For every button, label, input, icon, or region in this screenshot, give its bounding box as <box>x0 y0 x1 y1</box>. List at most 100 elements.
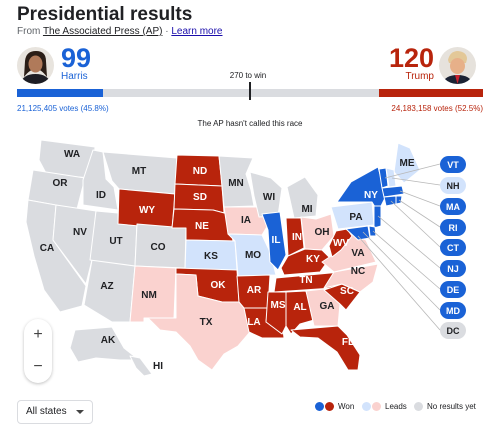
lead-dem-swatch <box>362 402 371 411</box>
label-ID: ID <box>96 190 106 201</box>
source-separator: · <box>165 26 169 37</box>
won-dem-swatch <box>315 402 324 411</box>
state-TX[interactable] <box>147 273 251 371</box>
state-FL[interactable] <box>290 325 361 371</box>
label-IN: IN <box>292 232 302 243</box>
label-KY: KY <box>306 254 320 265</box>
legend-leads: Leads <box>362 402 407 411</box>
label-WI: WI <box>263 192 275 203</box>
label-HI: HI <box>153 361 163 372</box>
label-MS: MS <box>271 300 286 311</box>
trump-popular-votes: 24,183,158 votes (52.5%) <box>391 104 483 113</box>
win-threshold-marker <box>249 82 251 100</box>
harris-name: Harris <box>61 71 88 82</box>
label-CA: CA <box>40 243 54 254</box>
state-MS[interactable] <box>265 291 287 335</box>
label-AK: AK <box>101 335 116 346</box>
state-MD[interactable] <box>345 225 371 241</box>
pill-DC[interactable]: DC <box>440 322 466 339</box>
state-GA[interactable] <box>305 288 341 327</box>
zoom-in-button[interactable]: + <box>33 326 43 343</box>
label-NE: NE <box>195 221 209 232</box>
label-OR: OR <box>53 178 69 189</box>
chevron-down-icon <box>76 410 84 414</box>
label-NY: NY <box>364 190 378 201</box>
label-WA: WA <box>64 149 80 160</box>
state-IA[interactable] <box>223 206 269 236</box>
page-title: Presidential results <box>17 4 193 25</box>
label-NC: NC <box>351 266 365 277</box>
state-IN[interactable] <box>285 217 305 257</box>
label-IA: IA <box>241 215 251 226</box>
state-MN[interactable] <box>218 155 255 208</box>
source-link[interactable]: The Associated Press (AP) <box>42 26 163 37</box>
label-MT: MT <box>132 166 146 177</box>
state-ME[interactable] <box>393 142 421 184</box>
label-AZ: AZ <box>100 281 113 292</box>
state-MO[interactable] <box>227 233 277 277</box>
label-LA: LA <box>247 317 260 328</box>
source-line: From The Associated Press (AP) · Learn m… <box>17 26 223 37</box>
label-KS: KS <box>204 251 218 262</box>
label-NV: NV <box>73 227 87 238</box>
trump-name: Trump <box>405 71 434 82</box>
legend-won: Won <box>315 402 354 411</box>
label-AL: AL <box>293 302 306 313</box>
harris-avatar <box>17 47 54 84</box>
state-labels: WA OR CA ID NV AZ UT MT WY CO NM ND SD N… <box>40 149 415 372</box>
state-NV[interactable] <box>52 204 97 285</box>
state-WV[interactable] <box>328 228 353 258</box>
trump-electoral-votes: 120 <box>388 43 434 73</box>
state-MA[interactable] <box>381 185 405 198</box>
zoom-controls: + − <box>24 319 52 383</box>
label-NM: NM <box>141 290 157 301</box>
label-TX: TX <box>200 317 213 328</box>
label-MO: MO <box>245 250 261 261</box>
state-MI[interactable] <box>286 176 319 219</box>
pill-RI[interactable]: RI <box>440 219 466 236</box>
state-IL[interactable] <box>261 211 287 271</box>
state-NH[interactable] <box>385 167 397 188</box>
harris-popular-votes: 21,125,405 votes (45.8%) <box>17 104 109 113</box>
label-WV: WV <box>333 238 349 249</box>
source-prefix: From <box>17 26 41 37</box>
label-MN: MN <box>228 178 244 189</box>
no-results-swatch <box>414 402 423 411</box>
pill-CT[interactable]: CT <box>440 239 466 256</box>
region-select[interactable]: All states <box>17 400 93 424</box>
label-ND: ND <box>193 166 207 177</box>
lead-rep-swatch <box>372 402 381 411</box>
state-AK[interactable] <box>69 326 140 363</box>
label-VA: VA <box>351 248 364 259</box>
harris-electoral-votes: 99 <box>61 43 92 73</box>
to-win-label: 270 to win <box>229 71 267 80</box>
label-WY: WY <box>139 205 155 216</box>
state-ID[interactable] <box>82 149 119 211</box>
harris-progress-bar <box>17 89 103 97</box>
label-FL: FL <box>342 337 354 348</box>
small-state-connectors <box>357 163 441 331</box>
state-NJ[interactable] <box>373 205 382 229</box>
label-PA: PA <box>349 212 362 223</box>
pill-NH[interactable]: NH <box>440 177 466 194</box>
label-ME: ME <box>400 158 415 169</box>
pill-DE[interactable]: DE <box>440 281 466 298</box>
label-GA: GA <box>320 301 335 312</box>
region-select-value: All states <box>26 406 67 417</box>
label-SC: SC <box>340 286 354 297</box>
learn-more-link[interactable]: Learn more <box>171 26 223 37</box>
label-AR: AR <box>247 285 262 296</box>
state-NC[interactable] <box>323 263 379 293</box>
pill-NJ[interactable]: NJ <box>440 260 466 277</box>
zoom-out-button[interactable]: − <box>33 358 43 375</box>
state-DE[interactable] <box>368 225 377 237</box>
state-VT[interactable] <box>378 167 389 189</box>
label-OH: OH <box>315 227 330 238</box>
state-HI[interactable] <box>129 355 153 377</box>
label-CO: CO <box>151 242 166 253</box>
pill-MA[interactable]: MA <box>440 198 466 215</box>
race-status: The AP hasn't called this race <box>197 119 303 128</box>
pill-VT[interactable]: VT <box>440 156 466 173</box>
pill-MD[interactable]: MD <box>440 302 466 319</box>
